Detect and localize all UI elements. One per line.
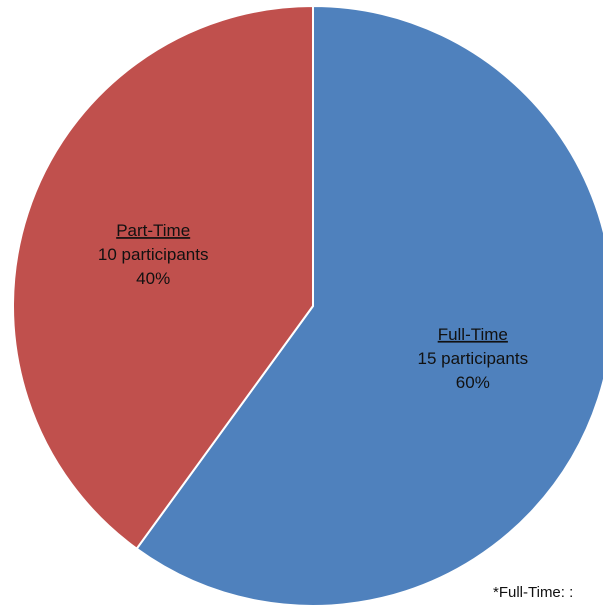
slice-count-label-full-time: 15 participants	[418, 349, 529, 368]
pie-slice-full-time	[135, 4, 603, 607]
slice-count-label-part-time: 10 participants	[98, 245, 209, 264]
slice-percent-label-part-time: 40%	[136, 269, 170, 288]
pie-labels: Full-Time 15 participants 60% Part-Time 10 p…	[98, 221, 528, 392]
chart-footnote: *Full-Time: :	[493, 584, 574, 601]
slice-name-label-part-time: Part-Time	[116, 221, 190, 240]
slice-percent-label-full-time: 60%	[456, 373, 490, 392]
pie-slice-part-time	[12, 4, 314, 551]
slice-name-label-full-time: Full-Time	[438, 325, 508, 344]
pie-slices	[12, 4, 603, 607]
